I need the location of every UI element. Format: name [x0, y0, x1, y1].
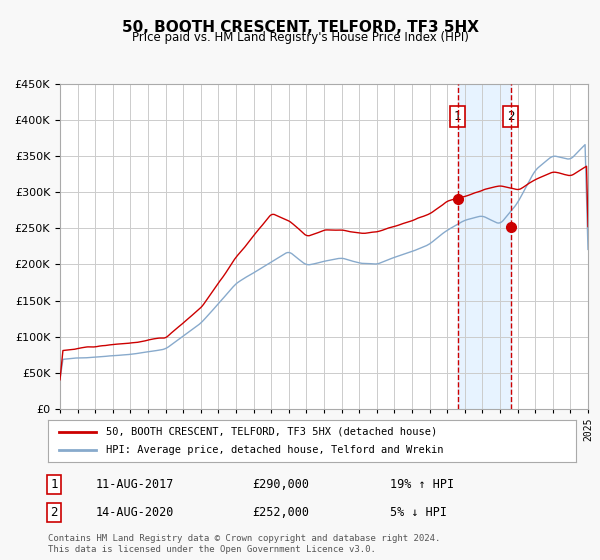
Text: £290,000: £290,000: [252, 478, 309, 491]
Text: HPI: Average price, detached house, Telford and Wrekin: HPI: Average price, detached house, Telf…: [106, 445, 443, 455]
Text: 1: 1: [454, 110, 461, 123]
Text: 50, BOOTH CRESCENT, TELFORD, TF3 5HX (detached house): 50, BOOTH CRESCENT, TELFORD, TF3 5HX (de…: [106, 427, 437, 437]
Text: 2: 2: [50, 506, 58, 519]
Text: 2: 2: [507, 110, 514, 123]
Text: 5% ↓ HPI: 5% ↓ HPI: [390, 506, 447, 519]
Text: 14-AUG-2020: 14-AUG-2020: [96, 506, 175, 519]
Text: Contains HM Land Registry data © Crown copyright and database right 2024.: Contains HM Land Registry data © Crown c…: [48, 534, 440, 543]
Text: 19% ↑ HPI: 19% ↑ HPI: [390, 478, 454, 491]
Text: Price paid vs. HM Land Registry's House Price Index (HPI): Price paid vs. HM Land Registry's House …: [131, 31, 469, 44]
Text: £252,000: £252,000: [252, 506, 309, 519]
Text: 50, BOOTH CRESCENT, TELFORD, TF3 5HX: 50, BOOTH CRESCENT, TELFORD, TF3 5HX: [121, 20, 479, 35]
Text: 1: 1: [50, 478, 58, 491]
Bar: [458, 84, 511, 409]
Text: 11-AUG-2017: 11-AUG-2017: [96, 478, 175, 491]
Text: This data is licensed under the Open Government Licence v3.0.: This data is licensed under the Open Gov…: [48, 545, 376, 554]
